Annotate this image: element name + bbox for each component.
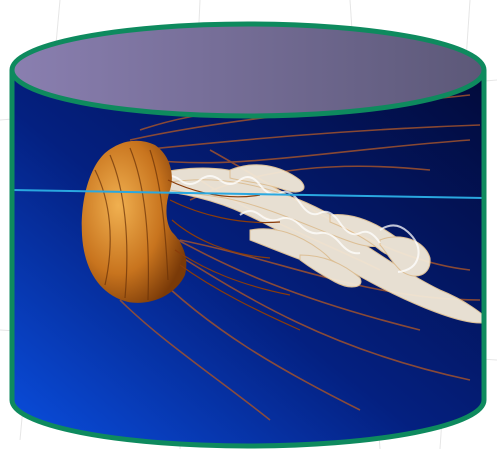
horizon-line bbox=[11, 189, 485, 199]
cylinder-lid bbox=[9, 21, 487, 119]
jellyfish-illustration bbox=[81, 94, 484, 421]
cylinder-outline bbox=[9, 70, 487, 449]
jellyfish-bell bbox=[81, 140, 301, 331]
cylinder-body bbox=[9, 70, 487, 449]
oral-arms bbox=[149, 164, 484, 324]
